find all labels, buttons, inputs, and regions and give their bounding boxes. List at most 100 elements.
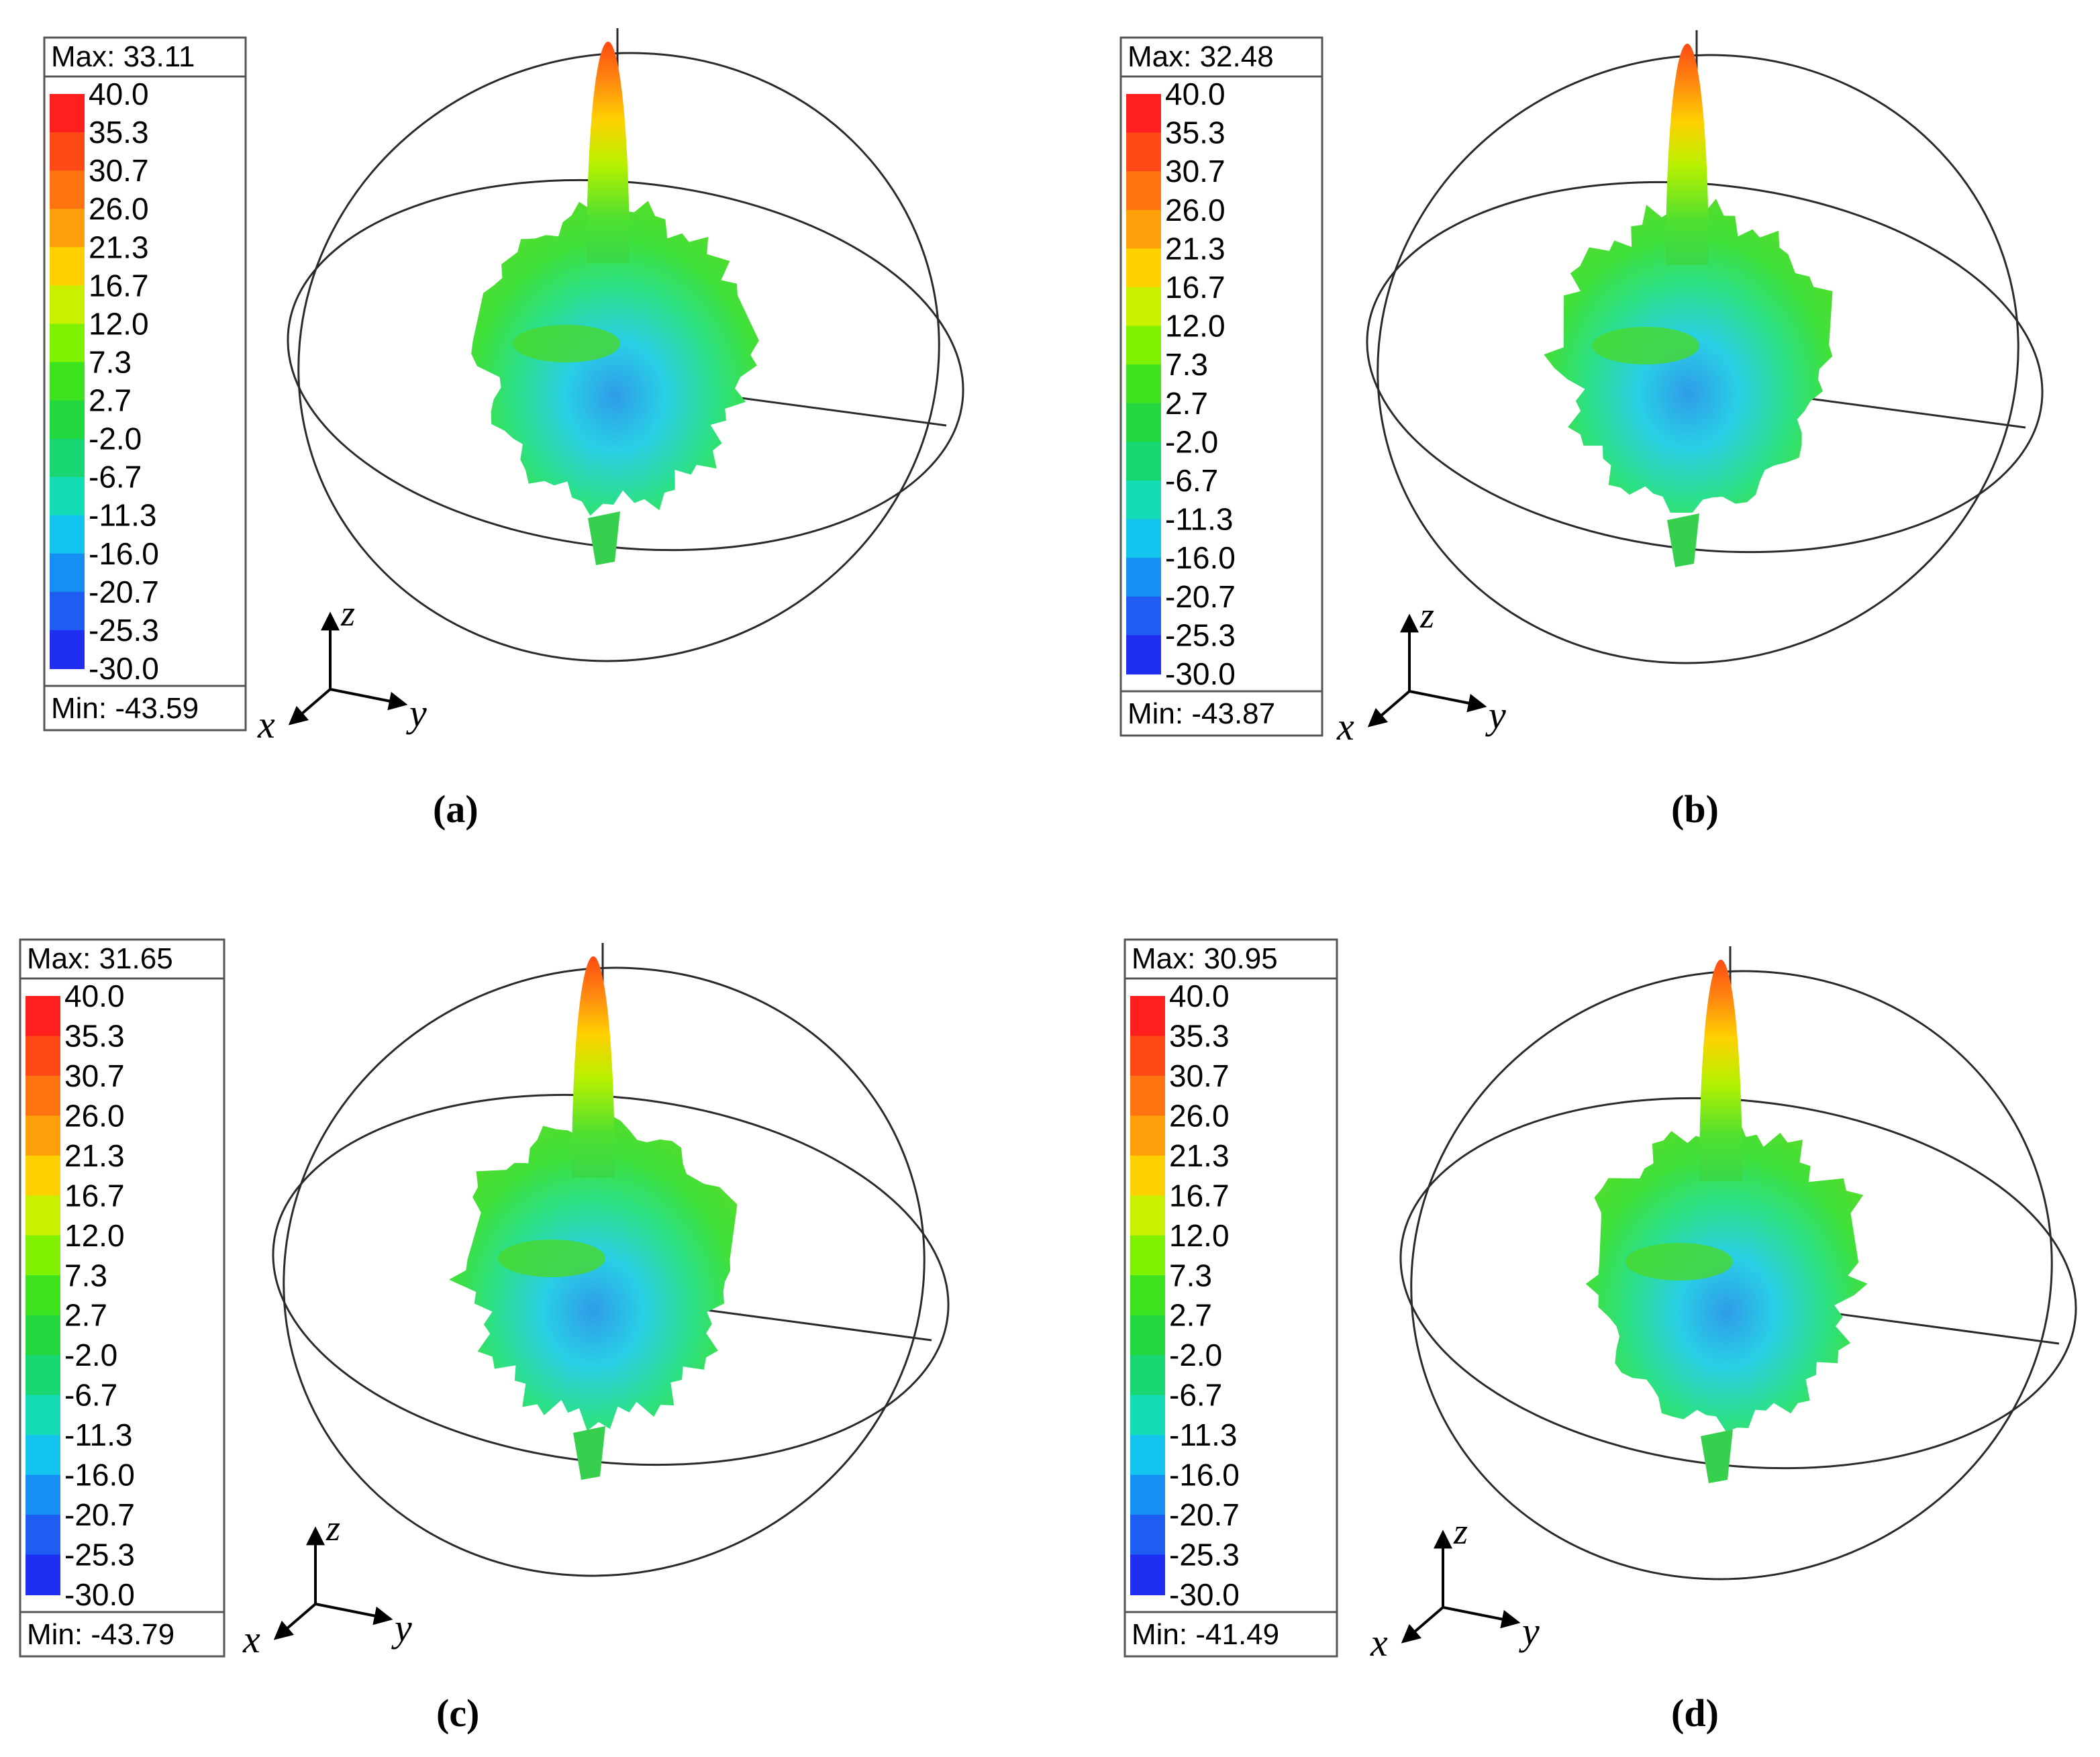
- pattern-body: [449, 1115, 738, 1431]
- colorbar-tick-label: -11.3: [64, 1417, 132, 1452]
- colorbar-swatch: [1130, 1075, 1165, 1117]
- colorbar-swatch: [1126, 132, 1161, 172]
- colorbar-tick-label: -2.0: [64, 1338, 117, 1372]
- x-axis-label: x: [1370, 1621, 1388, 1664]
- z-axis-label: z: [1419, 595, 1434, 636]
- colorbar-tick-label: -11.3: [1169, 1417, 1237, 1452]
- y-axis-arrow: [315, 1603, 393, 1625]
- colorbar-swatch: [26, 1474, 60, 1516]
- colorbar-swatch: [1126, 171, 1161, 211]
- sphere-outline: [283, 966, 926, 1577]
- panel-b: Max: 32.48 Min: -43.87 40.0 35.3 30.7 26.021.…: [1119, 30, 2044, 831]
- colorbar-swatch: [1126, 519, 1161, 559]
- min-label: Min: -41.49: [1132, 1618, 1279, 1651]
- colorbar-tick-label: -25.3: [64, 1538, 135, 1572]
- x-axis-arrow: [273, 1603, 317, 1640]
- colorbar-tick-label: -25.3: [1165, 617, 1236, 652]
- axis-triad: [1367, 613, 1487, 727]
- colorbar-legend: Max: 30.95 Min: -41.49 40.0 35.3 30.7 26.0 21.…: [1123, 938, 1338, 1658]
- colorbar-swatch: [1126, 403, 1161, 443]
- colorbar-swatch: [26, 1554, 60, 1595]
- colorbar-swatch: [26, 1036, 60, 1076]
- colorbar-swatch: [26, 1395, 60, 1436]
- panel-caption: (d): [1671, 1691, 1719, 1735]
- colorbar-tick-label: 30.7: [1169, 1058, 1230, 1093]
- colorbar-swatch: [50, 132, 85, 172]
- z-axis-label: z: [340, 593, 355, 634]
- colorbar-tick-label: 26.0: [64, 1098, 125, 1133]
- colorbar-swatch: [1126, 287, 1161, 327]
- max-label: Max: 30.95: [1132, 942, 1278, 975]
- colorbar-tick-label: 40.0: [1169, 978, 1230, 1013]
- colorbar-swatch: [26, 1275, 60, 1316]
- colorbar-tick-label: 21.3: [64, 1138, 125, 1173]
- colorbar-tick-label: -6.7: [1169, 1378, 1222, 1413]
- main-beam: [587, 42, 630, 263]
- colorbar-tick-label: -6.7: [64, 1378, 117, 1413]
- colorbar-swatch: [1130, 996, 1165, 1037]
- colorbar-tick-label: 2.7: [89, 383, 132, 418]
- min-label: Min: -43.87: [1128, 697, 1275, 730]
- colorbar-swatch: [1126, 481, 1161, 520]
- colorbar-tick-label: 35.3: [64, 1018, 125, 1053]
- colorbar-legend: Max: 31.65 Min: -43.79 40.0 35.3 30.7 26.0 21.…: [19, 938, 226, 1658]
- colorbar-swatch: [50, 553, 85, 593]
- panel-c: Max: 31.65 Min: -43.79 40.0 35.3 30.7 26.0 21.…: [19, 938, 950, 1735]
- colorbar-tick-label: 40.0: [89, 77, 149, 111]
- axis-triad: [1401, 1529, 1521, 1644]
- x-axis-arrow: [1401, 1606, 1444, 1644]
- colorbar-swatch: [1126, 596, 1161, 636]
- y-axis-arrow: [1442, 1606, 1521, 1629]
- panel-caption: (b): [1671, 787, 1719, 831]
- colorbar-swatch: [50, 285, 85, 325]
- colorbar-swatch: [1126, 442, 1161, 481]
- colorbar-tick-label: 40.0: [1165, 77, 1226, 111]
- colorbar-swatch: [50, 630, 85, 669]
- colorbar-tick-label: 16.7: [89, 268, 149, 303]
- colorbar-tick-label: -20.7: [1165, 579, 1236, 614]
- colorbar-swatch: [50, 247, 85, 287]
- axis-triad: [273, 1526, 393, 1640]
- pattern-side-lobe: [1626, 1243, 1733, 1281]
- colorbar-tick-label: 30.7: [89, 153, 149, 188]
- z-axis-label: z: [326, 1508, 340, 1548]
- colorbar-tick-label: -25.3: [89, 613, 159, 648]
- x-axis-label: x: [257, 703, 275, 746]
- pattern-body: [1585, 1116, 1868, 1432]
- colorbar-tick-label: 2.7: [1165, 386, 1208, 421]
- colorbar-legend: Max: 33.11 Min: -43.59 40.0 35.330.726.0 21.…: [43, 36, 247, 732]
- panel-a: Max: 33.11 Min: -43.59 40.0 35.330.726.0 21.…: [43, 28, 964, 831]
- radiation-pattern: [449, 956, 738, 1480]
- colorbar-tick-label: -6.7: [1165, 463, 1218, 498]
- colorbar-swatch: [1130, 1115, 1165, 1156]
- z-axis-label: z: [1453, 1511, 1468, 1552]
- sphere-outline: [297, 52, 940, 662]
- colorbar-tick-label: -11.3: [1165, 502, 1233, 537]
- colorbar-swatch: [1130, 1474, 1165, 1516]
- colorbar-tick-label: -30.0: [1165, 656, 1236, 691]
- colorbar-tick-label: 26.0: [1169, 1098, 1230, 1133]
- pattern-back-lobe: [573, 1426, 605, 1480]
- colorbar-swatch: [1130, 1315, 1165, 1356]
- panel-d: Max: 30.95 Min: -41.49 40.0 35.3 30.7 26.0 21.…: [1123, 938, 2077, 1735]
- pattern-side-lobe: [498, 1240, 605, 1277]
- colorbar-tick-label: 30.7: [1165, 154, 1226, 189]
- radiation-pattern: [471, 42, 759, 565]
- colorbar-swatch: [1130, 1515, 1165, 1556]
- colorbar-swatch: [1130, 1195, 1165, 1236]
- max-label: Max: 33.11: [51, 40, 195, 73]
- colorbar-swatch: [1130, 1395, 1165, 1436]
- colorbar-tick-label: -30.0: [1169, 1577, 1240, 1612]
- colorbar-swatch: [50, 362, 85, 401]
- colorbar-tick-label: 12.0: [89, 306, 149, 341]
- x-axis-label: x: [242, 1617, 260, 1661]
- colorbar-tick-label: 21.3: [1169, 1138, 1230, 1173]
- colorbar-swatch: [1126, 558, 1161, 597]
- main-beam: [572, 956, 615, 1178]
- colorbar-tick-label: -2.0: [89, 421, 142, 456]
- panel-caption: (c): [436, 1691, 479, 1735]
- y-axis-label: y: [1485, 693, 1506, 737]
- sphere-outline: [1410, 970, 2053, 1580]
- colorbar-swatch: [1130, 1554, 1165, 1595]
- colorbar-swatch: [1126, 248, 1161, 288]
